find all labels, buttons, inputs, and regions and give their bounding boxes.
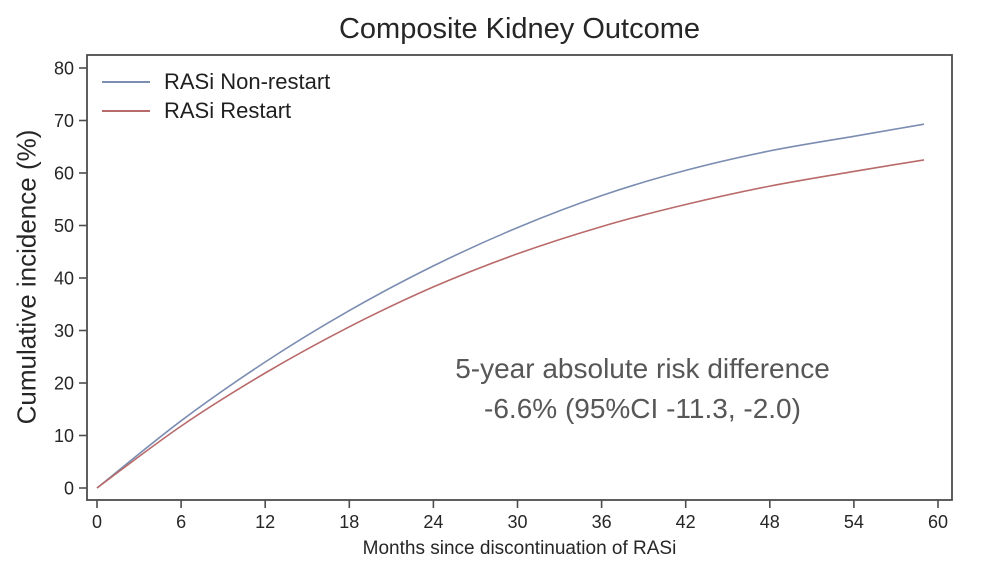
- chart-title: Composite Kidney Outcome: [338, 13, 701, 45]
- risk-difference-annotation: 5-year absolute risk difference -6.6% (9…: [425, 349, 860, 429]
- y-tick-label: 80: [54, 59, 74, 79]
- y-tick-label: 40: [54, 269, 74, 289]
- y-tick-label: 30: [54, 321, 74, 341]
- series-line-0: [96, 123, 925, 489]
- non-restart-line-swatch: [102, 80, 150, 83]
- x-tick-label: 18: [339, 512, 359, 532]
- y-tick-label: 50: [54, 216, 74, 236]
- x-tick-label: 12: [255, 512, 275, 532]
- x-tick-label: 42: [676, 512, 696, 532]
- legend-item-restart: RASi Restart: [102, 96, 330, 125]
- x-axis-label: Months since discontinuation of RASi: [362, 538, 677, 559]
- x-tick-label: 30: [507, 512, 527, 532]
- x-tick-label: 60: [928, 512, 948, 532]
- legend-label-non-restart: RASi Non-restart: [164, 68, 331, 94]
- legend: RASi Non-restart RASi Restart: [102, 67, 330, 125]
- x-tick-label: 48: [760, 512, 780, 532]
- x-tick-label: 6: [176, 512, 186, 532]
- legend-item-non-restart: RASi Non-restart: [102, 67, 330, 96]
- y-tick-label: 70: [54, 111, 74, 131]
- y-tick-label: 20: [54, 374, 74, 394]
- y-tick-label: 0: [64, 479, 74, 499]
- x-tick-label: 24: [423, 512, 443, 532]
- series-line-1: [96, 159, 925, 489]
- y-tick-label: 60: [54, 164, 74, 184]
- annotation-line2: -6.6% (95%CI -11.3, -2.0): [484, 393, 801, 424]
- y-tick-label: 10: [54, 426, 74, 446]
- restart-line-swatch: [102, 109, 150, 112]
- annotation-line1: 5-year absolute risk difference: [455, 353, 830, 384]
- x-tick-label: 0: [92, 512, 102, 532]
- y-axis-label: Cumulative incidence (%): [11, 129, 42, 425]
- x-tick-label: 36: [592, 512, 612, 532]
- legend-label-restart: RASi Restart: [164, 97, 292, 123]
- x-tick-label: 54: [844, 512, 864, 532]
